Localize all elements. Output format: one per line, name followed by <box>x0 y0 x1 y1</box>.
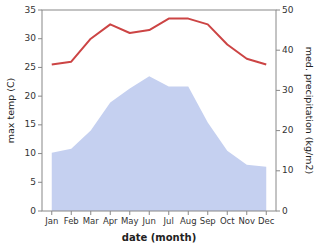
y-tick <box>38 38 42 39</box>
y2-tick <box>276 10 280 11</box>
y-tick-label: 10 <box>25 148 37 158</box>
y-tick-label: 30 <box>25 33 37 43</box>
x-tick-label: Nov <box>238 216 255 226</box>
x-tick <box>207 211 208 215</box>
x-tick <box>110 211 111 215</box>
x-tick-label: Aug <box>180 216 197 226</box>
y-tick-label: 35 <box>25 5 36 15</box>
y2-tick <box>276 170 280 171</box>
chart-container: 0 5 10 15 20 25 30 35 0 10 20 30 40 50 Jan Feb MarAprMay… <box>0 0 318 247</box>
precip-area <box>52 76 267 211</box>
x-tick <box>90 211 91 215</box>
y2-tick-label: 30 <box>282 85 294 95</box>
y-tick <box>38 124 42 125</box>
x-tick <box>51 211 52 215</box>
y-tick <box>38 153 42 154</box>
x-tick-label: Jan <box>44 216 58 226</box>
y-tick-label: 5 <box>30 177 36 187</box>
y-tick <box>38 211 42 212</box>
x-tick <box>129 211 130 215</box>
y2-tick-label: 10 <box>282 165 294 175</box>
y2-tick-label: 50 <box>282 5 294 15</box>
y-tick <box>38 10 42 11</box>
x-tick-label: May <box>121 216 139 226</box>
y-tick <box>38 182 42 183</box>
y-tick-label: 20 <box>25 91 37 101</box>
y2-axis-label: med. precipitation (kg/m2) <box>304 47 315 174</box>
x-tick-label: Apr <box>103 216 118 226</box>
x-tick <box>71 211 72 215</box>
y2-tick-label: 20 <box>282 125 294 135</box>
chart: 0 5 10 15 20 25 30 35 0 10 20 30 40 50 Jan Feb MarAprMay… <box>0 0 318 247</box>
x-tick <box>188 211 189 215</box>
series-group <box>52 19 267 211</box>
y-tick <box>38 67 42 68</box>
x-tick-label: Dec <box>258 216 275 226</box>
x-tick-label: Oct <box>220 216 235 226</box>
x-tick <box>168 211 169 215</box>
x-tick <box>266 211 267 215</box>
y2-tick <box>276 130 280 131</box>
y-tick-label: 25 <box>25 62 36 72</box>
y2-tick-label: 0 <box>282 206 288 216</box>
y2-tick-label: 40 <box>282 45 294 55</box>
x-tick-label: Jun <box>142 216 156 226</box>
y-tick <box>38 96 42 97</box>
y-axis-label: max temp (C) <box>5 78 16 144</box>
temp-line <box>52 19 267 65</box>
y2-tick <box>276 50 280 51</box>
y-tick-label: 15 <box>25 119 36 129</box>
x-tick <box>227 211 228 215</box>
x-tick-label: Feb <box>64 216 79 226</box>
x-tick-label: Sep <box>200 216 216 226</box>
y2-tick <box>276 211 280 212</box>
x-tick-label: Mar <box>83 216 100 226</box>
x-axis-label: date (month) <box>122 232 196 243</box>
y2-tick <box>276 90 280 91</box>
plot-frame <box>42 10 276 211</box>
x-tick-label: Jul <box>163 216 174 226</box>
x-tick <box>246 211 247 215</box>
y-tick-label: 0 <box>30 206 36 216</box>
x-tick <box>149 211 150 215</box>
